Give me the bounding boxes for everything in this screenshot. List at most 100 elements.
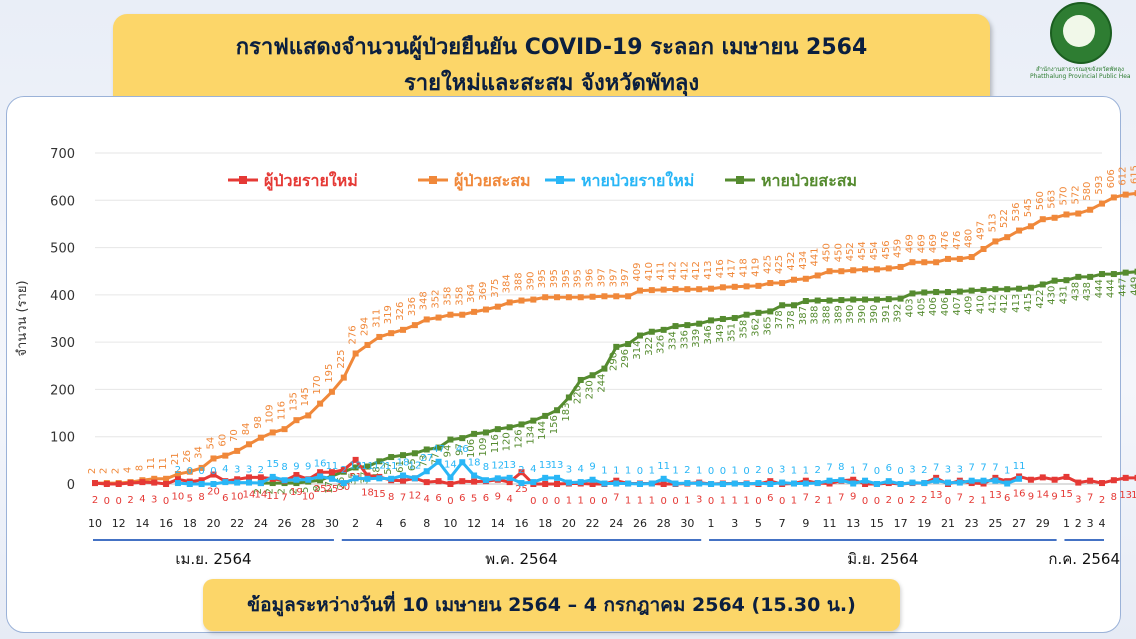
data-label: 397 — [596, 268, 607, 287]
data-label: 0 — [542, 496, 548, 507]
data-label: 14 — [254, 489, 267, 500]
data-point — [743, 481, 750, 487]
data-label: 7 — [826, 463, 832, 474]
data-point — [577, 294, 584, 301]
data-label: 452 — [845, 242, 856, 261]
data-label: 25 — [515, 484, 528, 495]
data-label: 6 — [483, 493, 489, 504]
data-point — [850, 296, 857, 303]
data-point — [542, 474, 549, 481]
data-point — [589, 293, 596, 300]
data-label: 4 — [123, 467, 134, 473]
data-point — [328, 475, 335, 482]
legend-swatch-marker — [736, 176, 744, 184]
data-label: 2 — [921, 495, 927, 506]
data-label: 615 — [1129, 165, 1136, 184]
data-point — [376, 333, 383, 340]
data-label: 432 — [786, 252, 797, 271]
data-point — [400, 452, 407, 459]
data-label: 12 — [349, 460, 362, 471]
data-label: 34 — [194, 446, 205, 459]
y-tick-label: 100 — [50, 431, 75, 446]
data-label: 220 — [573, 385, 584, 404]
data-label: 390 — [525, 271, 536, 290]
data-label: 1 — [578, 496, 584, 507]
data-label: 7 — [992, 463, 998, 474]
data-label: 2 — [175, 465, 181, 476]
data-point — [826, 477, 833, 484]
data-point — [802, 298, 809, 305]
data-point — [435, 478, 442, 485]
data-label: 1 — [850, 466, 856, 477]
data-point — [968, 287, 975, 294]
data-point — [921, 289, 928, 296]
data-label: 1 — [732, 496, 738, 507]
data-label: 417 — [727, 259, 738, 278]
data-point — [956, 255, 963, 262]
data-label: 1 — [613, 466, 619, 477]
data-point — [506, 424, 513, 431]
data-point — [767, 280, 774, 287]
x-tick-label: 19 — [917, 517, 931, 530]
data-label: 413 — [703, 261, 714, 280]
data-label: 2 — [886, 495, 892, 506]
data-label: 3 — [246, 465, 252, 476]
data-point — [269, 473, 276, 480]
data-label: 580 — [1082, 182, 1093, 201]
data-label: 0 — [743, 466, 749, 477]
data-point — [1004, 234, 1011, 241]
data-label: 2 — [111, 468, 122, 474]
data-point — [257, 434, 264, 441]
month-label: มิ.ย. 2564 — [847, 550, 918, 568]
data-label: 65 — [407, 458, 418, 471]
data-point — [293, 480, 300, 487]
x-tick-label: 12 — [467, 517, 481, 530]
data-point — [589, 476, 596, 483]
x-tick-label: 22 — [586, 517, 600, 530]
data-point — [1099, 480, 1105, 487]
data-point — [269, 429, 276, 436]
data-label: 57 — [383, 462, 394, 475]
data-label: 18 — [397, 457, 410, 468]
data-label: 522 — [999, 209, 1010, 228]
series-2: 2 0 0 0 4 3 3 215 8 9 9 16 11 2 12 11 12 11 18 122747144618… — [175, 444, 1025, 487]
data-label: 1 — [625, 466, 631, 477]
data-label: 7 — [838, 493, 844, 504]
data-label: 0 — [116, 496, 122, 507]
data-label: 480 — [964, 229, 975, 248]
data-point — [257, 474, 264, 481]
data-point — [897, 481, 904, 487]
data-label: 0 — [198, 466, 204, 477]
data-point — [163, 481, 170, 487]
data-label: 7 — [933, 463, 939, 474]
data-label: 388 — [810, 306, 821, 325]
data-point — [471, 308, 478, 315]
data-label: 9 — [589, 462, 595, 473]
x-tick-label: 30 — [680, 517, 694, 530]
data-point — [174, 476, 181, 483]
data-point — [506, 299, 513, 306]
data-point — [163, 475, 170, 482]
y-tick-label: 0 — [67, 478, 75, 493]
data-label: 46 — [456, 444, 469, 455]
data-point — [838, 268, 845, 275]
data-label: 405 — [916, 298, 927, 317]
data-label: 30 — [337, 482, 350, 493]
data-point — [554, 474, 561, 481]
data-label: 2 — [518, 465, 524, 476]
data-point — [684, 322, 691, 329]
data-label: 2 — [684, 465, 690, 476]
data-point — [328, 388, 335, 395]
data-point — [222, 479, 229, 486]
data-label: 438 — [1082, 282, 1093, 301]
data-point — [506, 474, 513, 481]
data-label: 2 — [1099, 495, 1105, 506]
data-point — [767, 308, 774, 315]
data-point — [565, 294, 572, 301]
data-label: 612 — [1118, 167, 1129, 186]
org-name-en: Phatthalung Provincial Public Health Off… — [1030, 73, 1130, 80]
data-point — [186, 481, 193, 487]
data-point — [494, 426, 501, 433]
data-point — [352, 475, 359, 482]
data-point — [613, 293, 620, 300]
